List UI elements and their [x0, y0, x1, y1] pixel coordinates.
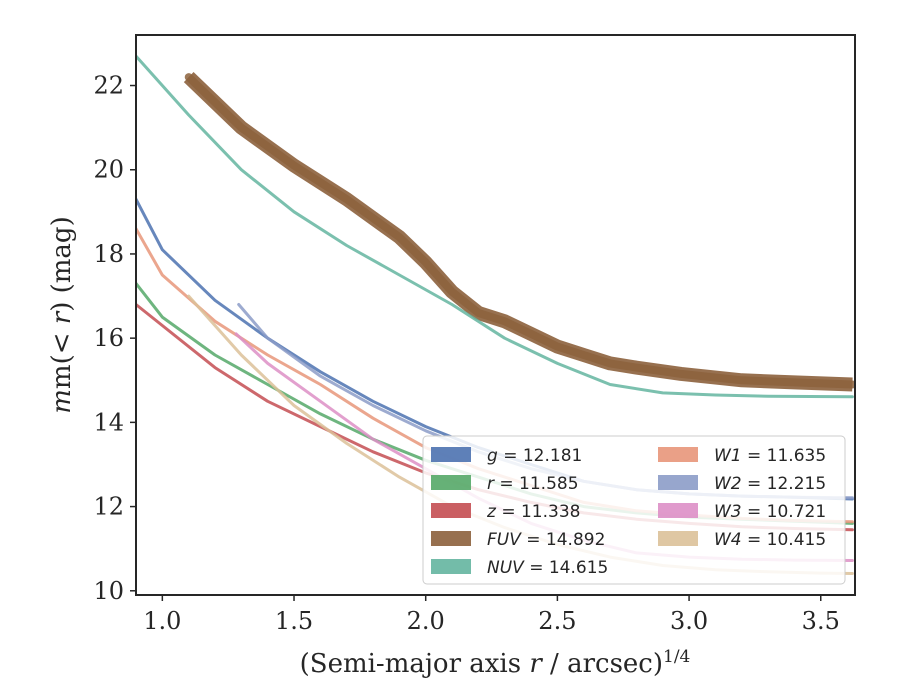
- y-tick-label: 12: [93, 493, 124, 521]
- x-tick-label: 1.0: [143, 607, 181, 635]
- axis-layer: 1.0 1.5 2.0 2.5 3.0 3.5 10 12 14 16 18 20 22: [93, 72, 839, 635]
- y-tick-label: 10: [93, 577, 124, 605]
- x-tick-label: 1.5: [275, 607, 313, 635]
- legend-entry-z: z = 11.338: [486, 502, 580, 522]
- legend-entry-r: r = 11.585: [487, 474, 579, 494]
- y-tick-label: 18: [93, 240, 124, 268]
- legend-box: [422, 435, 846, 585]
- legend-swatch-w2: [658, 475, 698, 490]
- legend: g = 12.181 r = 11.585 z = 11.338 FUV = 14.8…: [422, 435, 846, 585]
- x-tick-label: 2.0: [407, 607, 445, 635]
- legend-entry-w3: W3 = 10.721: [714, 502, 826, 522]
- legend-entry-w1: W1 = 11.635: [714, 446, 826, 466]
- legend-swatch-nuv: [431, 559, 471, 574]
- legend-swatch-w4: [658, 531, 698, 546]
- x-tick-label: 3.0: [670, 607, 708, 635]
- y-tick-label: 20: [93, 156, 124, 184]
- legend-entry-w2: W2 = 12.215: [714, 474, 826, 494]
- x-axis-label: (Semi-major axis r / arcsec)1/4: [300, 647, 691, 679]
- legend-entry-w4: W4 = 10.415: [714, 530, 826, 550]
- legend-entry-g: g = 12.181: [487, 446, 582, 466]
- legend-swatch-z: [431, 503, 471, 518]
- legend-swatch-r: [431, 475, 471, 490]
- y-tick-label: 22: [93, 72, 124, 100]
- x-tick-label: 2.5: [538, 607, 576, 635]
- legend-swatch-g: [431, 447, 471, 462]
- series-nuv-line: [136, 54, 854, 399]
- legend-entry-nuv: NUV = 14.615: [487, 558, 608, 578]
- plot-frame: [135, 34, 856, 596]
- legend-swatch-fuv: [431, 531, 471, 546]
- legend-entry-fuv: FUV = 14.892: [487, 530, 605, 550]
- series-fuv-line: [184, 73, 855, 389]
- y-tick-label: 16: [93, 324, 124, 352]
- y-tick-label: 14: [93, 408, 124, 436]
- y-axis-label: mm(< r) (mag): [47, 216, 77, 413]
- legend-swatch-w1: [658, 447, 698, 462]
- legend-swatch-w3: [658, 503, 698, 518]
- x-tick-label: 3.5: [802, 607, 840, 635]
